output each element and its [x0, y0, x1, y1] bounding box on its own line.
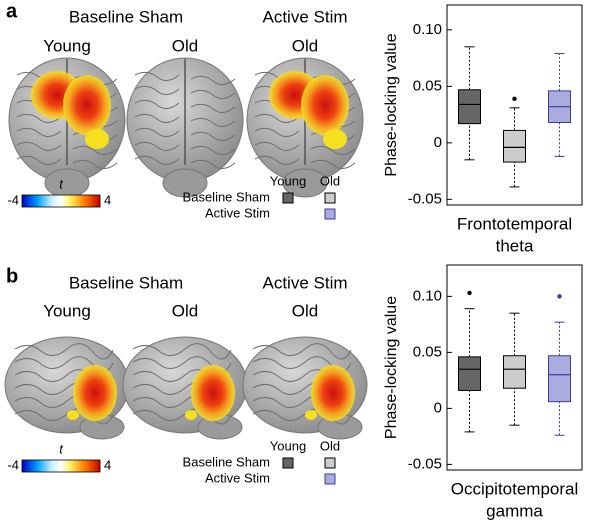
subject-title: Young — [43, 36, 91, 55]
legend-column: Old — [320, 438, 340, 453]
x-axis-label: gamma — [486, 501, 543, 520]
plot-frame — [446, 4, 583, 206]
legend-row: Active Stim — [205, 470, 270, 485]
x-axis-label: Frontotemporal — [457, 214, 572, 233]
colorbar — [21, 459, 101, 473]
panel-label: a — [6, 0, 18, 22]
legend-swatch — [282, 192, 294, 204]
box — [548, 355, 571, 403]
legend-swatch — [324, 473, 336, 485]
colorbar-label: t — [59, 441, 64, 456]
brain-sulcus — [134, 85, 236, 99]
brain-stem — [162, 168, 208, 198]
box — [458, 356, 481, 391]
brain-image — [126, 57, 244, 198]
subject-title: Old — [292, 301, 318, 320]
box — [503, 129, 526, 163]
group-title: Baseline Sham — [69, 7, 183, 26]
y-tick-label: -0.05 — [408, 190, 442, 207]
box — [503, 355, 526, 389]
activation — [73, 365, 117, 421]
brain-sulcus — [134, 113, 236, 127]
activation — [323, 129, 347, 149]
y-tick-label: 0.05 — [413, 343, 442, 360]
activation — [185, 410, 197, 420]
brain-image — [8, 57, 126, 198]
brain-sulcus — [134, 71, 236, 85]
box — [458, 89, 481, 125]
brain-sulcus — [134, 127, 236, 141]
brain-sulcus — [16, 155, 118, 169]
brain-sulcus — [134, 155, 236, 169]
legend-swatch — [282, 457, 294, 469]
legend-row: Baseline Sham — [183, 454, 270, 469]
activation — [301, 75, 349, 135]
colorbar-label: t — [59, 176, 64, 191]
colorbar — [21, 194, 101, 208]
brain-sulcus — [134, 141, 236, 155]
y-tick-label: 0.10 — [413, 21, 442, 38]
brain-sulcus — [132, 343, 232, 360]
brain-sulcus — [14, 408, 114, 425]
brain-sulcus — [134, 99, 236, 113]
group-title: Active Stim — [262, 7, 347, 26]
brain-image — [122, 336, 248, 440]
x-axis-label: theta — [496, 236, 534, 255]
x-axis-label: Occipitotemporal — [451, 479, 579, 498]
activation — [63, 75, 111, 135]
panel-label: b — [6, 265, 18, 287]
legend-column: Young — [270, 438, 306, 453]
legend-swatch — [324, 457, 336, 469]
brain-image — [242, 336, 368, 440]
outlier — [557, 294, 562, 299]
y-tick-label: 0 — [434, 399, 442, 416]
colorbar-tick-label: -4 — [7, 192, 19, 207]
brain-sulcus — [252, 408, 352, 425]
brain-image — [4, 336, 130, 440]
plot-frame — [446, 264, 583, 471]
subject-title: Old — [292, 36, 318, 55]
group-title: Baseline Sham — [69, 273, 183, 292]
colorbar-tick-label: 4 — [104, 457, 111, 472]
legend-row: Active Stim — [205, 205, 270, 220]
outlier — [512, 96, 517, 101]
y-axis-label: Phase-locking value — [383, 296, 400, 439]
brain-sulcus — [254, 141, 356, 155]
brain-image — [246, 57, 364, 198]
brain-sulcus — [254, 155, 356, 169]
group-title: Active Stim — [262, 273, 347, 292]
legend-column: Old — [320, 173, 340, 188]
activation — [85, 129, 109, 149]
legend-column: Young — [270, 173, 306, 188]
legend-swatch — [324, 192, 336, 204]
subject-title: Young — [43, 301, 91, 320]
y-tick-label: -0.05 — [408, 455, 442, 472]
brain-sulcus — [132, 408, 232, 425]
legend-swatch — [324, 208, 336, 220]
subject-title: Old — [172, 36, 198, 55]
y-tick-label: 0.10 — [413, 287, 442, 304]
brain-sulcus — [252, 343, 352, 360]
brain-sulcus — [16, 141, 118, 155]
activation — [311, 365, 355, 421]
activation — [67, 410, 79, 420]
activation — [305, 410, 317, 420]
brain-stem — [44, 168, 90, 198]
brain-stem — [282, 168, 328, 198]
colorbar-tick-label: 4 — [104, 192, 111, 207]
y-tick-label: 0 — [434, 134, 442, 151]
outlier — [467, 290, 472, 296]
colorbar-tick-label: -4 — [7, 457, 19, 472]
activation — [191, 365, 235, 421]
brain-sulcus — [14, 343, 114, 360]
y-tick-label: 0.05 — [413, 77, 442, 94]
subject-title: Old — [172, 301, 198, 320]
legend-row: Baseline Sham — [183, 189, 270, 204]
y-axis-label: Phase-locking value — [383, 33, 400, 176]
